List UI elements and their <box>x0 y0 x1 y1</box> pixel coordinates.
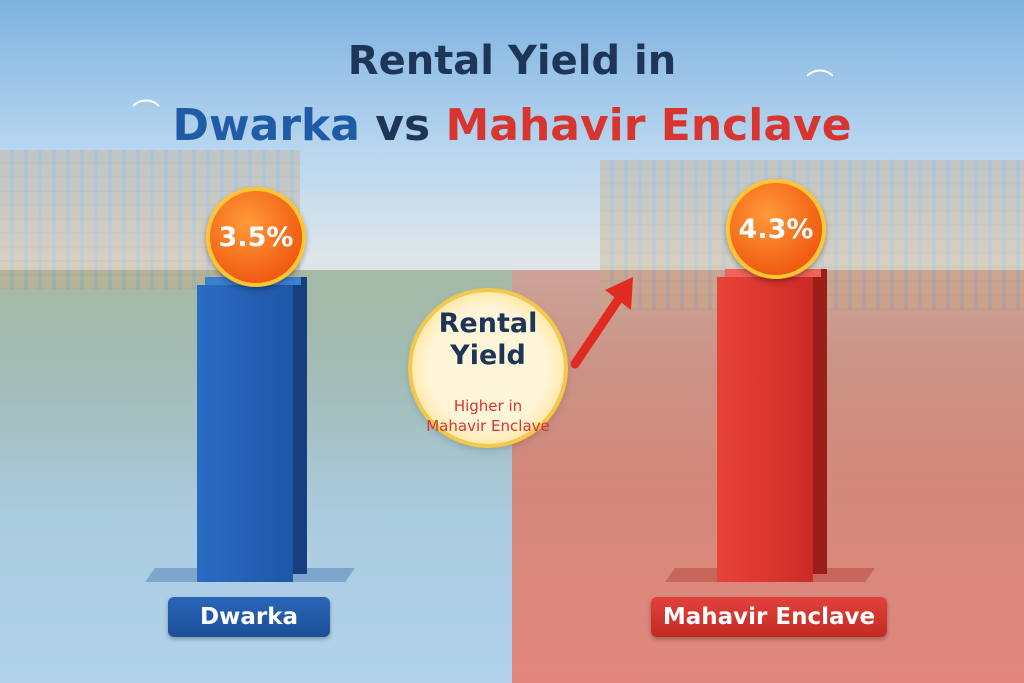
badge-line2: Yield <box>450 340 526 371</box>
value-badge-mahavir: 4.3% <box>726 179 826 279</box>
value-badge-dwarka: 3.5% <box>206 187 306 287</box>
rental-yield-badge: Rental Yield Higher in Mahavir Enclave <box>412 292 564 444</box>
badge-sub1: Higher in <box>453 397 523 415</box>
label-mahavir: Mahavir Enclave <box>651 597 887 637</box>
badge-line1: Rental <box>438 308 538 339</box>
title-line1: Rental Yield in <box>347 38 677 84</box>
bar-mahavir <box>717 269 827 582</box>
title-mahavir: Mahavir Enclave <box>445 100 852 151</box>
title-dwarka: Dwarka <box>172 100 360 151</box>
bird-icon: ⌒ <box>132 97 161 130</box>
badge-sub2: Mahavir Enclave <box>426 417 550 435</box>
title-line2: Dwarka vs Mahavir Enclave <box>0 100 1024 151</box>
bar-dwarka <box>197 277 307 582</box>
title-vs: vs <box>375 100 431 151</box>
arrow-up-right-icon <box>570 277 633 369</box>
bird-icon: ⌒ <box>806 67 835 100</box>
label-dwarka: Dwarka <box>168 597 330 637</box>
